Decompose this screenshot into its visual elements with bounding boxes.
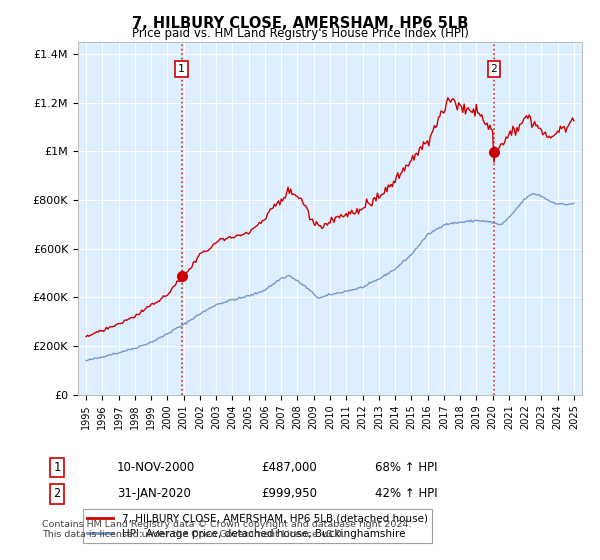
Text: 2: 2 [491, 64, 497, 74]
Legend: 7, HILBURY CLOSE, AMERSHAM, HP6 5LB (detached house), HPI: Average price, detach: 7, HILBURY CLOSE, AMERSHAM, HP6 5LB (det… [83, 510, 432, 543]
Text: 1: 1 [178, 64, 185, 74]
Text: Price paid vs. HM Land Registry's House Price Index (HPI): Price paid vs. HM Land Registry's House … [131, 27, 469, 40]
Text: 2: 2 [53, 487, 61, 501]
Text: 7, HILBURY CLOSE, AMERSHAM, HP6 5LB: 7, HILBURY CLOSE, AMERSHAM, HP6 5LB [132, 16, 468, 31]
Text: Contains HM Land Registry data © Crown copyright and database right 2024.
This d: Contains HM Land Registry data © Crown c… [42, 520, 412, 539]
Text: £487,000: £487,000 [261, 461, 317, 474]
Text: 42% ↑ HPI: 42% ↑ HPI [375, 487, 437, 501]
Text: 68% ↑ HPI: 68% ↑ HPI [375, 461, 437, 474]
Text: 1: 1 [53, 461, 61, 474]
Text: 10-NOV-2000: 10-NOV-2000 [117, 461, 195, 474]
Text: 31-JAN-2020: 31-JAN-2020 [117, 487, 191, 501]
Text: £999,950: £999,950 [261, 487, 317, 501]
